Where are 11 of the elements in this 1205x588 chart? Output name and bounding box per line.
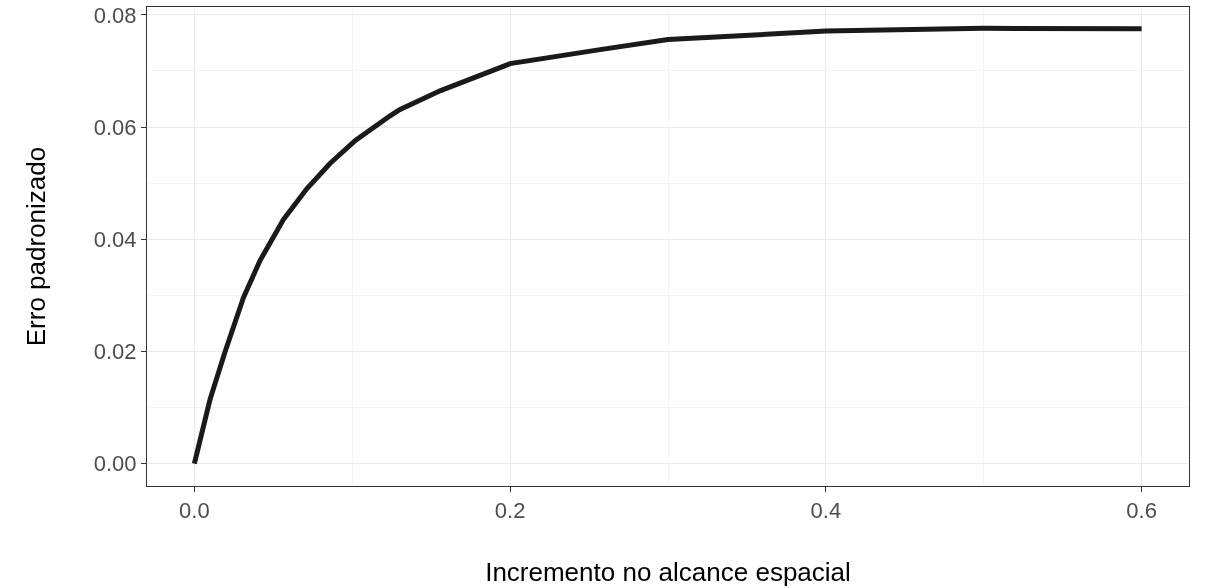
y-tick-label: 0.00 [93,451,137,477]
x-tick-label: 0.6 [1126,498,1157,524]
y-axis-title: Erro padronizado [21,146,52,347]
x-tick-label: 0.4 [810,498,842,524]
x-tick-label: 0.0 [179,498,210,524]
y-tick-label: 0.08 [93,2,137,28]
y-tick-label: 0.06 [93,114,137,140]
x-tick-label: 0.2 [494,498,526,524]
x-axis-title: Incremento no alcance espacial [485,557,851,588]
y-tick-label: 0.04 [93,226,137,252]
y-tick-label: 0.02 [93,339,137,365]
